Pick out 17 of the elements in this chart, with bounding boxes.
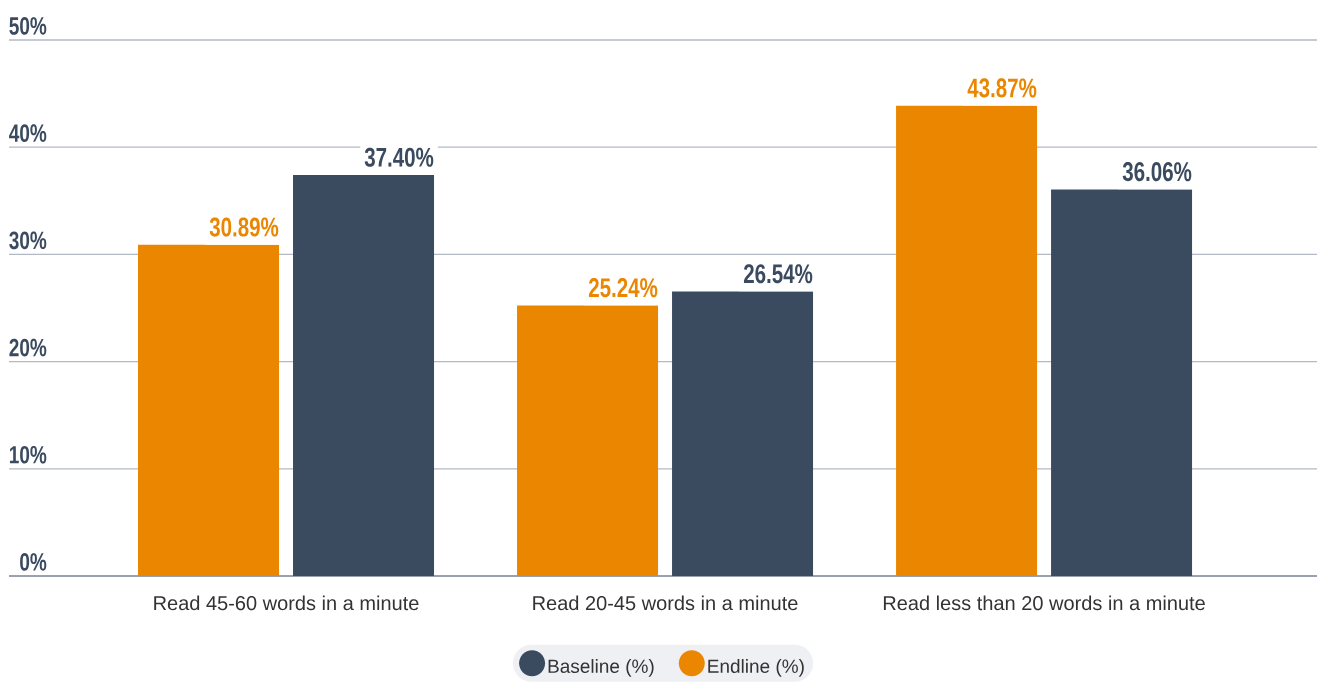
data-label: 43.87%	[967, 78, 1037, 98]
y-tick-label: 40%	[9, 124, 47, 142]
y-tick-label: 0%	[20, 553, 47, 571]
data-label: 30.89%	[209, 217, 279, 237]
x-tick-label: Read 20-45 words in a minute	[533, 595, 798, 611]
data-label: 26.54%	[743, 264, 813, 284]
data-label: 36.06%	[1122, 162, 1192, 182]
legend-label: Baseline (%)	[548, 659, 654, 677]
data-label: 37.40%	[364, 147, 434, 167]
y-tick-label: 30%	[9, 231, 47, 250]
x-tick-label: Read less than 20 words in a minute	[883, 595, 1205, 611]
x-tick-label: Read 45-60 words in a minute	[154, 595, 419, 611]
legend-label: Endline (%)	[708, 659, 804, 677]
y-tick-label: 10%	[9, 445, 47, 464]
data-label: 25.24%	[588, 278, 658, 298]
y-tick-label: 50%	[9, 17, 47, 35]
y-tick-label: 20%	[9, 338, 47, 357]
